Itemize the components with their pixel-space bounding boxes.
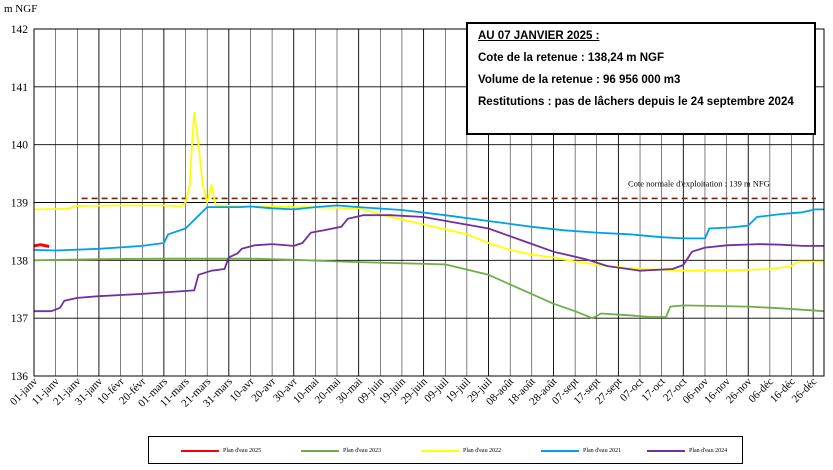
y-tick-label: 142 (11, 24, 29, 36)
legend-label-2023: Plan d'eau 2023 (343, 448, 382, 454)
legend-swatch-2021 (541, 450, 579, 452)
legend-label-2021: Plan d'eau 2021 (583, 448, 622, 454)
info-box: AU 07 JANVIER 2025 : Cote de la retenue … (466, 22, 816, 135)
legend-item-2024: Plan d'eau 2024 (647, 446, 727, 456)
legend-item-2021: Plan d'eau 2021 (541, 446, 621, 456)
y-tick-labels: 136 137 138 139 140 141 142 (11, 24, 29, 383)
y-tick-label: 140 (11, 140, 29, 152)
y-axis-label: m NGF (4, 3, 37, 15)
legend-item-2022: Plan d'eau 2022 (421, 446, 501, 456)
info-volume: Volume de la retenue : 96 956 000 m3 (478, 74, 681, 86)
info-date: AU 07 JANVIER 2025 : (478, 30, 600, 42)
legend-swatch-2023 (301, 450, 339, 452)
legend-swatch-2025 (181, 450, 219, 452)
legend-label-2022: Plan d'eau 2022 (463, 448, 502, 454)
reference-line-label: Cote normale d'exploitation : 139 m NFG (628, 178, 770, 188)
series-line (33, 243, 50, 248)
x-tick-label: 26-déc (790, 376, 820, 406)
y-tick-label: 138 (11, 255, 29, 267)
legend-swatch-2024 (647, 450, 685, 452)
x-tick-labels: 01-janv11-janv21-janv31-janv10-févr20-fé… (8, 375, 820, 409)
y-tick-label: 139 (11, 198, 29, 210)
series-line (34, 214, 824, 313)
legend-label-2025: Plan d'eau 2025 (223, 448, 262, 454)
x-tick-label: 17-oct (639, 376, 667, 404)
series-group (33, 112, 825, 320)
legend-swatch-2022 (421, 450, 459, 452)
series-line (33, 204, 824, 252)
y-tick-label: 141 (11, 82, 29, 94)
legend-label-2024: Plan d'eau 2024 (689, 448, 728, 454)
series-line (33, 257, 825, 320)
info-cote: Cote de la retenue : 138,24 m NGF (478, 52, 664, 64)
legend: Plan d'eau 2025 Plan d'eau 2023 Plan d'e… (148, 436, 743, 464)
legend-item-2025: Plan d'eau 2025 (181, 446, 261, 456)
y-tick-label: 136 (11, 371, 29, 383)
plot-frame (33, 28, 825, 377)
legend-item-2023: Plan d'eau 2023 (301, 446, 381, 456)
y-tick-label: 137 (11, 313, 29, 325)
x-tick-label: 07-oct (618, 376, 646, 404)
info-restitutions: Restitutions : pas de lâchers depuis le … (478, 96, 794, 108)
